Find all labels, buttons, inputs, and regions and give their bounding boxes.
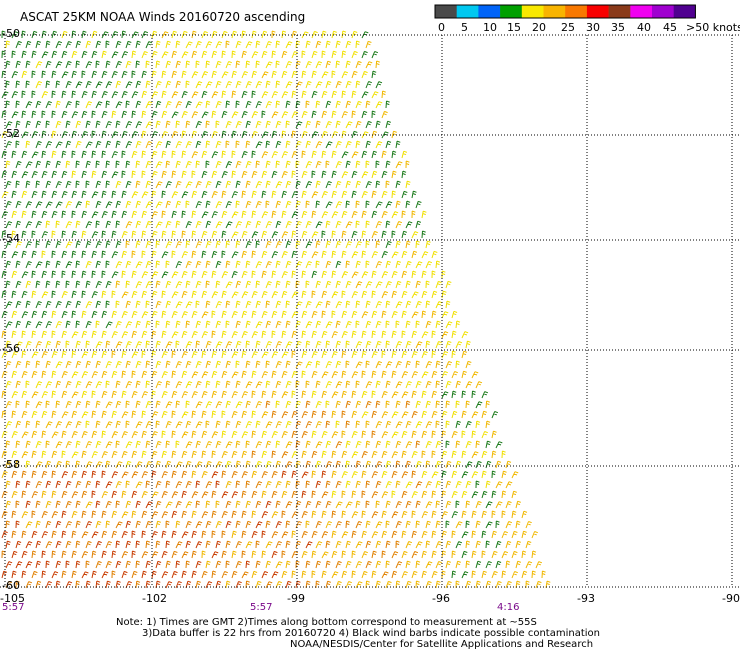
legend-swatch xyxy=(673,5,696,18)
lon-label: -102 xyxy=(142,592,167,605)
legend-tick-label: 5 xyxy=(461,21,468,34)
time-label: 5:57 xyxy=(2,602,24,613)
time-label: 4:16 xyxy=(497,602,519,613)
map-title: ASCAT 25KM NOAA Winds 20160720 ascending xyxy=(20,10,305,24)
legend-swatch xyxy=(608,5,631,18)
lat-lon-grid xyxy=(0,34,740,588)
lat-label: -54 xyxy=(2,232,20,245)
wind-barb-group xyxy=(1,400,423,589)
lon-label: -93 xyxy=(577,592,595,605)
legend-tick-label: 30 xyxy=(586,21,600,34)
longitude-labels: -105 -102 -99 -96 -93 -90 xyxy=(0,592,740,605)
lat-label: -52 xyxy=(2,127,20,140)
legend-swatch xyxy=(652,5,674,18)
wind-barbs xyxy=(1,30,551,589)
time-label: 5:57 xyxy=(250,602,272,613)
legend-tick-label: 15 xyxy=(507,21,521,34)
footer-notes: Note: 1) Times are GMT 2)Times along bot… xyxy=(116,617,600,650)
legend-swatch xyxy=(630,5,653,18)
lat-label: -58 xyxy=(2,458,20,471)
legend-tick-label: 35 xyxy=(611,21,625,34)
legend-tick-label: >50 knots xyxy=(686,21,740,34)
legend-tick-label: 0 xyxy=(438,21,445,34)
lon-label: -99 xyxy=(287,592,305,605)
legend-swatch xyxy=(456,5,479,18)
wind-barb-group xyxy=(1,30,551,589)
legend-swatch xyxy=(586,5,609,18)
lat-label: -56 xyxy=(2,342,20,355)
legend-swatch xyxy=(543,5,566,18)
wind-barb-group xyxy=(1,30,503,579)
legend-swatch xyxy=(435,5,457,18)
legend-swatch xyxy=(500,5,523,18)
note-line-1: Note: 1) Times are GMT 2)Times along bot… xyxy=(116,617,537,628)
legend-tick-label: 45 xyxy=(663,21,677,34)
legend-tick-label: 40 xyxy=(637,21,651,34)
lat-label: -60 xyxy=(2,579,20,592)
note-line-3: NOAA/NESDIS/Center for Satellite Applica… xyxy=(290,639,593,650)
note-line-2: 3)Data buffer is 22 hrs from 20160720 4)… xyxy=(142,628,600,639)
wind-speed-legend: 0 5 10 15 20 25 30 35 40 45 >50 knots xyxy=(434,4,740,34)
legend-swatch xyxy=(478,5,501,18)
latitude-labels: -50 -52 -54 -56 -58 -60 xyxy=(2,27,20,592)
lon-label: -96 xyxy=(432,592,450,605)
lat-label: -50 xyxy=(2,27,20,40)
lon-label: -90 xyxy=(722,592,740,605)
legend-tick-label: 10 xyxy=(483,21,497,34)
pass-time-labels: 5:57 5:57 4:16 xyxy=(2,602,519,613)
lon-label: -105 xyxy=(0,592,25,605)
legend-tick-label: 25 xyxy=(561,21,575,34)
legend-swatch xyxy=(521,5,544,18)
legend-tick-label: 20 xyxy=(532,21,546,34)
wind-barb-group xyxy=(1,470,327,589)
legend-swatch xyxy=(565,5,588,18)
